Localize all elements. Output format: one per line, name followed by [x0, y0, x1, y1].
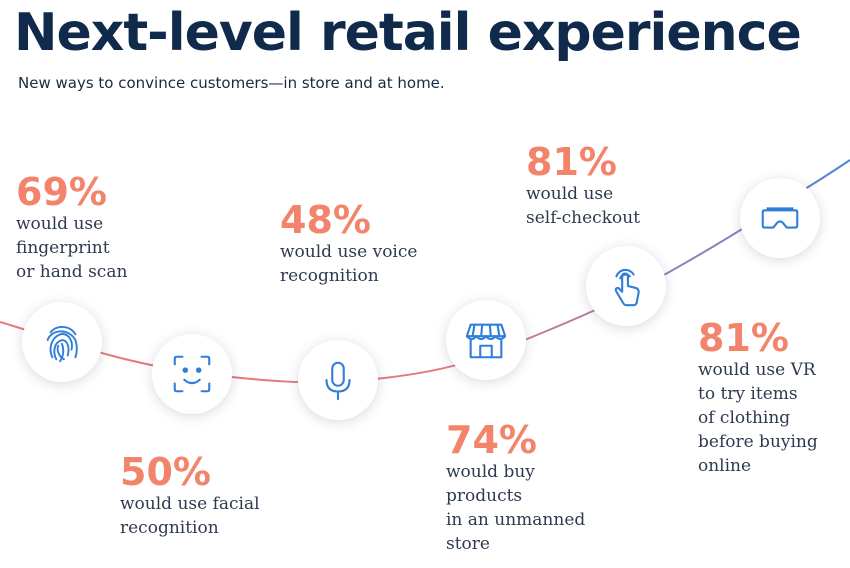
stat-percent: 50%: [120, 450, 211, 494]
stat-description: would use voice recognition: [280, 242, 418, 286]
microphone-icon: [298, 340, 378, 420]
stat-facial: 50% would use facial recognition: [120, 452, 260, 540]
vr-headset-icon: [740, 178, 820, 258]
stat-description: would use self-checkout: [526, 184, 641, 228]
page-title: Next-level retail experience: [14, 3, 802, 63]
stat-vr: 81% would use VR to try items of clothin…: [698, 318, 818, 478]
storefront-icon: [446, 300, 526, 380]
stat-percent: 81%: [526, 140, 617, 184]
stat-percent: 81%: [698, 316, 789, 360]
stat-percent: 74%: [446, 418, 537, 462]
stat-description: would use fingerprint or hand scan: [16, 214, 128, 282]
stat-description: would buy products in an unmanned store: [446, 462, 586, 554]
stat-voice: 48% would use voice recognition: [280, 200, 417, 288]
stat-self-checkout: 81% would use self-checkout: [526, 142, 640, 230]
fingerprint-icon: [22, 302, 102, 382]
stat-description: would use VR to try items of clothing be…: [698, 360, 818, 476]
stat-percent: 69%: [16, 170, 107, 214]
stat-fingerprint: 69% would use fingerprint or hand scan: [16, 172, 127, 284]
face-scan-icon: [152, 334, 232, 414]
stat-unmanned-store: 74% would buy products in an unmanned st…: [446, 420, 585, 556]
page-subtitle: New ways to convince customers—in store …: [18, 74, 445, 92]
touch-hand-icon: [586, 246, 666, 326]
stat-percent: 48%: [280, 198, 371, 242]
stat-description: would use facial recognition: [120, 494, 260, 538]
